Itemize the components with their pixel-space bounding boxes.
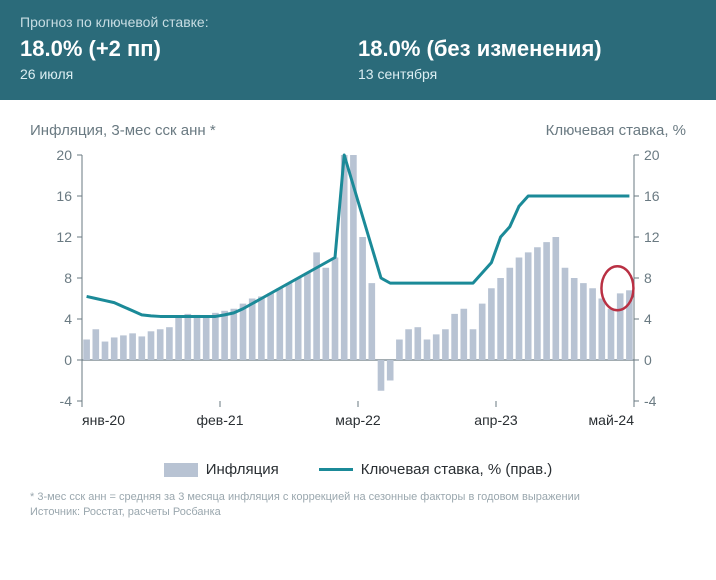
svg-text:12: 12 <box>56 229 72 245</box>
header-left: Прогноз по ключевой ставке: 18.0% (+2 пп… <box>20 14 358 82</box>
svg-text:фев-21: фев-21 <box>197 412 244 428</box>
svg-text:май-24: май-24 <box>589 412 635 428</box>
footnote-2: Источник: Росстат, расчеты Росбанка <box>30 505 686 520</box>
svg-text:-4: -4 <box>644 393 657 409</box>
svg-text:янв-20: янв-20 <box>82 412 125 428</box>
forecast-header: Прогноз по ключевой ставке: 18.0% (+2 пп… <box>0 0 716 100</box>
chart-container: Инфляция, 3-мес сск анн * Ключевая ставк… <box>0 100 716 482</box>
footnote-1: * 3-мес сск анн = средняя за 3 месяца ин… <box>30 490 686 505</box>
svg-text:4: 4 <box>644 311 652 327</box>
svg-text:апр-23: апр-23 <box>474 412 518 428</box>
svg-text:8: 8 <box>64 270 72 286</box>
svg-text:-4: -4 <box>60 393 73 409</box>
header-label: Прогноз по ключевой ставке: <box>20 14 358 30</box>
legend-line-label: Ключевая ставка, % (прав.) <box>361 461 553 478</box>
svg-text:20: 20 <box>56 147 72 163</box>
legend: Инфляция Ключевая ставка, % (прав.) <box>30 461 686 478</box>
left-axis-title: Инфляция, 3-мес сск анн * <box>30 122 216 139</box>
header-left-rate: 18.0% (+2 пп) <box>20 36 358 62</box>
header-left-date: 26 июля <box>20 66 358 82</box>
svg-text:20: 20 <box>644 147 660 163</box>
bar-swatch-icon <box>164 463 198 477</box>
header-right-date: 13 сентября <box>358 66 696 82</box>
legend-line: Ключевая ставка, % (прав.) <box>319 461 553 478</box>
svg-text:16: 16 <box>56 188 72 204</box>
legend-bar: Инфляция <box>164 461 279 478</box>
line-swatch-icon <box>319 468 353 471</box>
right-axis-title: Ключевая ставка, % <box>546 122 686 139</box>
svg-text:12: 12 <box>644 229 660 245</box>
header-right: . 18.0% (без изменения) 13 сентября <box>358 14 696 82</box>
legend-bar-label: Инфляция <box>206 461 279 478</box>
inflation-rate-chart: -4 -4 0 0 4 4 8 8 12 12 16 16 20 20 янв-20 фев-21 мар-22… <box>30 145 686 455</box>
svg-text:4: 4 <box>64 311 72 327</box>
svg-text:0: 0 <box>644 352 652 368</box>
footnote: * 3-мес сск анн = средняя за 3 месяца ин… <box>0 482 716 520</box>
svg-text:мар-22: мар-22 <box>335 412 381 428</box>
svg-text:0: 0 <box>64 352 72 368</box>
axis-titles: Инфляция, 3-мес сск анн * Ключевая ставк… <box>30 122 686 139</box>
svg-text:8: 8 <box>644 270 652 286</box>
header-right-rate: 18.0% (без изменения) <box>358 36 696 62</box>
svg-text:16: 16 <box>644 188 660 204</box>
